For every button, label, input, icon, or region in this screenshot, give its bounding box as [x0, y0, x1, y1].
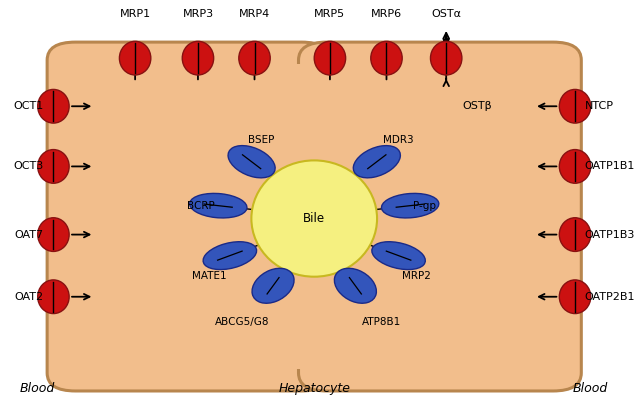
- Text: MRP4: MRP4: [239, 9, 270, 19]
- Ellipse shape: [38, 280, 69, 314]
- Text: MRP2: MRP2: [402, 271, 431, 281]
- Text: Blood: Blood: [20, 382, 55, 395]
- Ellipse shape: [334, 268, 376, 303]
- FancyBboxPatch shape: [299, 42, 582, 391]
- Text: P-gp: P-gp: [413, 200, 436, 211]
- Text: OCT1: OCT1: [14, 101, 44, 111]
- Text: MATE1: MATE1: [192, 271, 227, 281]
- Ellipse shape: [559, 218, 591, 251]
- FancyBboxPatch shape: [47, 42, 330, 391]
- Ellipse shape: [119, 41, 151, 75]
- Text: MRP1: MRP1: [120, 9, 151, 19]
- Ellipse shape: [354, 146, 401, 178]
- Text: MRP6: MRP6: [371, 9, 402, 19]
- Ellipse shape: [239, 41, 270, 75]
- Ellipse shape: [559, 89, 591, 123]
- Text: MDR3: MDR3: [383, 135, 413, 145]
- Ellipse shape: [189, 193, 247, 218]
- Ellipse shape: [38, 89, 69, 123]
- Text: BSEP: BSEP: [249, 135, 275, 145]
- Polygon shape: [289, 64, 339, 369]
- Ellipse shape: [381, 193, 439, 218]
- Ellipse shape: [182, 41, 214, 75]
- Text: Blood: Blood: [573, 382, 609, 395]
- Ellipse shape: [252, 268, 294, 303]
- Ellipse shape: [372, 242, 425, 269]
- Text: OATP2B1: OATP2B1: [585, 292, 635, 302]
- Ellipse shape: [38, 218, 69, 251]
- Ellipse shape: [559, 150, 591, 183]
- Text: OAT2: OAT2: [15, 292, 44, 302]
- Text: MRP5: MRP5: [314, 9, 345, 19]
- Text: OSTβ: OSTβ: [462, 101, 491, 111]
- Ellipse shape: [38, 150, 69, 183]
- Ellipse shape: [228, 146, 275, 178]
- Text: ATP8B1: ATP8B1: [362, 317, 401, 327]
- Ellipse shape: [251, 160, 377, 277]
- Text: OSTα: OSTα: [431, 9, 461, 19]
- Text: Bile: Bile: [303, 212, 325, 225]
- Text: BCRP: BCRP: [187, 200, 215, 211]
- Text: MRP3: MRP3: [182, 9, 214, 19]
- Text: OATP1B1: OATP1B1: [585, 162, 635, 171]
- Text: ABCG5/G8: ABCG5/G8: [215, 317, 270, 327]
- Ellipse shape: [430, 41, 462, 75]
- Ellipse shape: [203, 242, 256, 269]
- Text: OAT7: OAT7: [15, 230, 44, 239]
- Ellipse shape: [314, 41, 346, 75]
- Text: OCT3: OCT3: [14, 162, 44, 171]
- Text: NTCP: NTCP: [585, 101, 614, 111]
- Ellipse shape: [371, 41, 402, 75]
- Text: Hepatocyte: Hepatocyte: [278, 382, 350, 395]
- Text: OATP1B3: OATP1B3: [585, 230, 635, 239]
- Ellipse shape: [559, 280, 591, 314]
